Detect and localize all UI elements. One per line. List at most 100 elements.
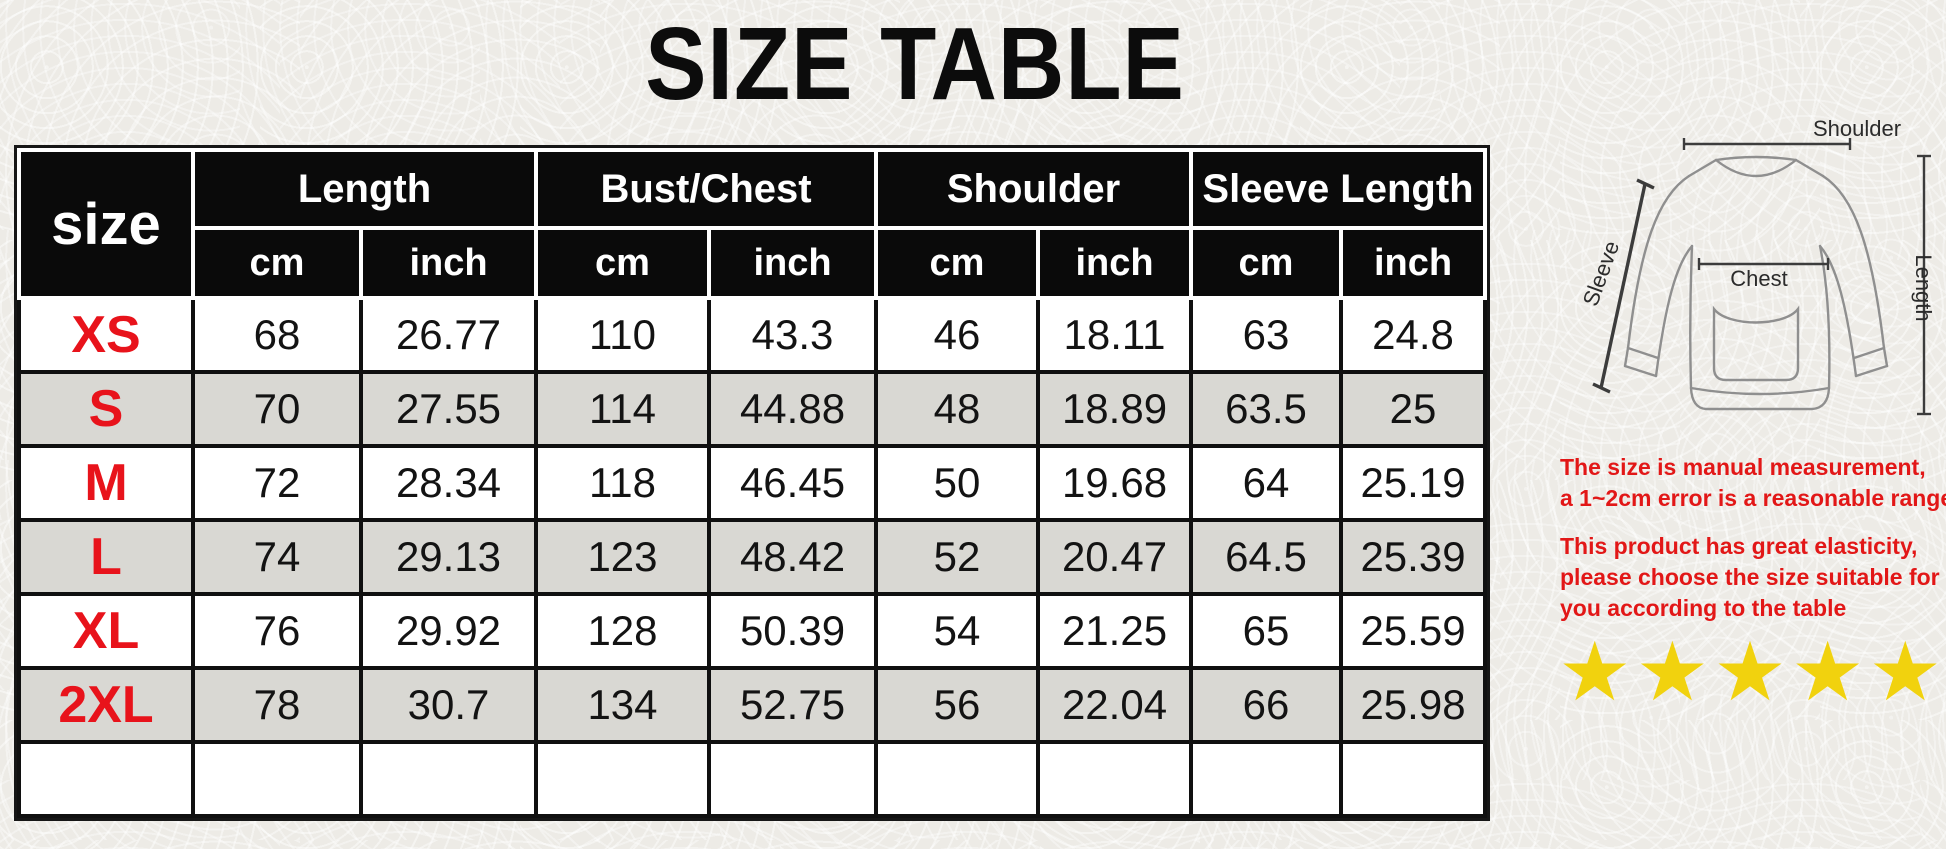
notes: The size is manual measurement, a 1~2cm … bbox=[1560, 452, 1946, 641]
unit-sleeve-cm: cm bbox=[1189, 226, 1344, 300]
note-line: please choose the size suitable for bbox=[1560, 564, 1940, 590]
cell-value: 43.3 bbox=[706, 296, 879, 374]
cell-value: 128 bbox=[534, 592, 711, 670]
header-bust-chest: Bust/Chest bbox=[533, 148, 879, 230]
sweater-outline bbox=[1623, 155, 1889, 411]
diagram-shoulder-label: Shoulder bbox=[1813, 116, 1901, 141]
cell-value: 25.98 bbox=[1339, 666, 1487, 744]
cell-value: 66 bbox=[1189, 666, 1344, 744]
table-row-xs: XS 68 26.77 110 43.3 46 18.11 63 24.8 bbox=[17, 296, 1487, 374]
cell-value: 68 bbox=[191, 296, 363, 374]
unit-sleeve-inch: inch bbox=[1339, 226, 1487, 300]
cell-value: 118 bbox=[534, 444, 711, 522]
header-sleeve-length: Sleeve Length bbox=[1189, 148, 1487, 230]
unit-shoulder-cm: cm bbox=[874, 226, 1041, 300]
page-title: SIZE TABLE bbox=[645, 7, 1185, 122]
measurement-note: The size is manual measurement, a 1~2cm … bbox=[1560, 452, 1946, 514]
cell-value: 18.89 bbox=[1036, 370, 1194, 448]
star-icon: ★ bbox=[1868, 627, 1942, 718]
elasticity-note: This product has great elasticity, pleas… bbox=[1560, 531, 1946, 624]
cell-value: 50 bbox=[874, 444, 1041, 522]
cell-value: 46 bbox=[874, 296, 1041, 374]
note-line: a 1~2cm error is a reasonable range. bbox=[1560, 485, 1946, 511]
cell-value bbox=[706, 740, 879, 818]
size-label: S bbox=[17, 370, 195, 448]
cell-value: 78 bbox=[191, 666, 363, 744]
cell-value: 72 bbox=[191, 444, 363, 522]
unit-bust-cm: cm bbox=[534, 226, 711, 300]
cell-value: 21.25 bbox=[1036, 592, 1194, 670]
cell-value: 25 bbox=[1339, 370, 1487, 448]
cell-value: 64.5 bbox=[1189, 518, 1344, 596]
star-icon: ★ bbox=[1558, 627, 1632, 718]
cell-value: 74 bbox=[191, 518, 363, 596]
unit-shoulder-inch: inch bbox=[1036, 226, 1194, 300]
cell-value: 46.45 bbox=[706, 444, 879, 522]
cell-value: 30.7 bbox=[359, 666, 538, 744]
cell-value: 52 bbox=[874, 518, 1041, 596]
table-row-l: L 74 29.13 123 48.42 52 20.47 64.5 25.39 bbox=[17, 518, 1487, 596]
unit-length-inch: inch bbox=[359, 226, 538, 300]
unit-length-cm: cm bbox=[191, 226, 363, 300]
cell-value: 114 bbox=[534, 370, 711, 448]
cell-value: 20.47 bbox=[1036, 518, 1194, 596]
cell-value: 25.19 bbox=[1339, 444, 1487, 522]
cell-value: 19.68 bbox=[1036, 444, 1194, 522]
cell-value: 25.59 bbox=[1339, 592, 1487, 670]
star-icon: ★ bbox=[1713, 627, 1787, 718]
size-table-container: size Length Bust/Chest Shoulder Sleeve L… bbox=[14, 145, 1490, 821]
size-label: M bbox=[17, 444, 195, 522]
cell-value: 44.88 bbox=[706, 370, 879, 448]
cell-value bbox=[534, 740, 711, 818]
right-panel: Shoulder Chest Length Sleeve The size is… bbox=[1552, 0, 1946, 849]
cell-value: 24.8 bbox=[1339, 296, 1487, 374]
sweater-measurement-diagram: Shoulder Chest Length Sleeve bbox=[1578, 116, 1936, 416]
cell-value: 48 bbox=[874, 370, 1041, 448]
cell-value: 29.13 bbox=[359, 518, 538, 596]
cell-value bbox=[359, 740, 538, 818]
cell-value: 123 bbox=[534, 518, 711, 596]
cell-value bbox=[1036, 740, 1194, 818]
cell-value: 63 bbox=[1189, 296, 1344, 374]
cell-value: 18.11 bbox=[1036, 296, 1194, 374]
cell-value: 26.77 bbox=[359, 296, 538, 374]
cell-value: 134 bbox=[534, 666, 711, 744]
note-line: The size is manual measurement, bbox=[1560, 454, 1926, 480]
table-row-2xl: 2XL 78 30.7 134 52.75 56 22.04 66 25.98 bbox=[17, 666, 1487, 744]
cell-value: 70 bbox=[191, 370, 363, 448]
cell-value: 50.39 bbox=[706, 592, 879, 670]
header-length: Length bbox=[191, 148, 538, 230]
diagram-sleeve-label: Sleeve bbox=[1578, 238, 1625, 310]
size-table: size Length Bust/Chest Shoulder Sleeve L… bbox=[17, 148, 1487, 818]
cell-value: 63.5 bbox=[1189, 370, 1344, 448]
size-label: L bbox=[17, 518, 195, 596]
diagram-chest-label: Chest bbox=[1730, 266, 1787, 291]
cell-value: 76 bbox=[191, 592, 363, 670]
note-line: This product has great elasticity, bbox=[1560, 533, 1918, 559]
table-row-empty bbox=[17, 740, 1487, 818]
cell-value bbox=[1189, 740, 1344, 818]
note-line: you according to the table bbox=[1560, 595, 1847, 621]
cell-value: 22.04 bbox=[1036, 666, 1194, 744]
table-row-s: S 70 27.55 114 44.88 48 18.89 63.5 25 bbox=[17, 370, 1487, 448]
five-star-rating: ★ ★ ★ ★ ★ bbox=[1558, 632, 1942, 714]
measurement-lines bbox=[1592, 138, 1931, 416]
cell-value: 64 bbox=[1189, 444, 1344, 522]
table-row-m: M 72 28.34 118 46.45 50 19.68 64 25.19 bbox=[17, 444, 1487, 522]
cell-value: 27.55 bbox=[359, 370, 538, 448]
size-label: 2XL bbox=[17, 666, 195, 744]
cell-value: 56 bbox=[874, 666, 1041, 744]
size-label: XS bbox=[17, 296, 195, 374]
cell-value bbox=[1339, 740, 1487, 818]
cell-value bbox=[874, 740, 1041, 818]
cell-value: 110 bbox=[534, 296, 711, 374]
cell-value: 48.42 bbox=[706, 518, 879, 596]
cell-value: 28.34 bbox=[359, 444, 538, 522]
cell-value: 52.75 bbox=[706, 666, 879, 744]
cell-value: 29.92 bbox=[359, 592, 538, 670]
cell-value bbox=[191, 740, 363, 818]
cell-value: 25.39 bbox=[1339, 518, 1487, 596]
diagram-length-label: Length bbox=[1911, 254, 1936, 321]
header-size: size bbox=[17, 148, 195, 300]
